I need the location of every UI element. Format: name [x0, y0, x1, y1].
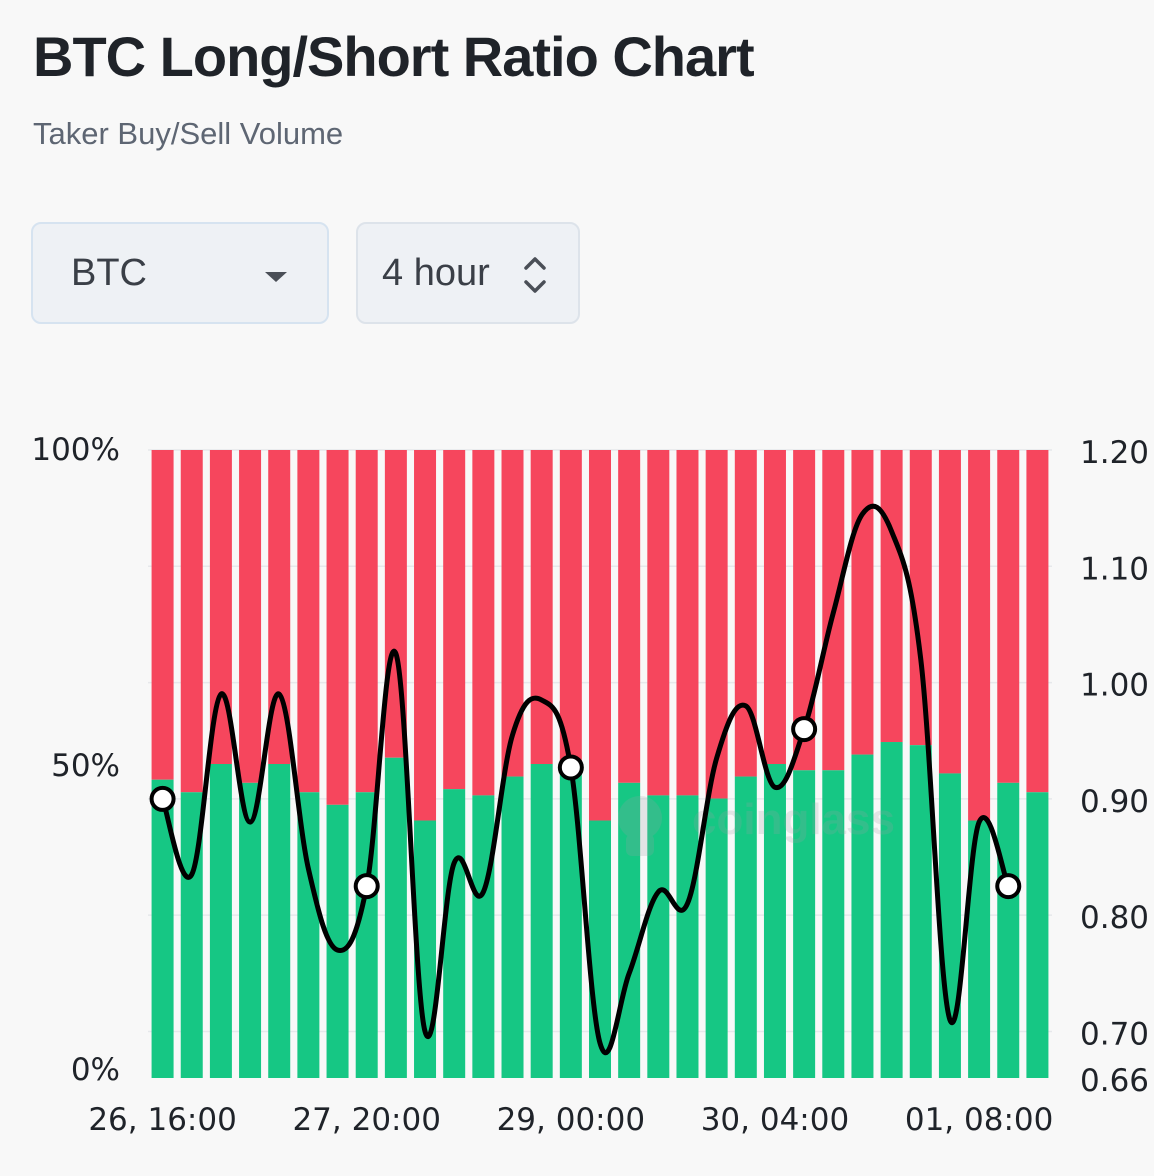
right-tick-label: 1.00: [1080, 668, 1149, 704]
watermark-text: coinglass: [692, 795, 895, 844]
bars: [151, 450, 1049, 1078]
sell-bar: [793, 450, 816, 771]
sell-bar: [239, 450, 262, 783]
x-tick-label: 01, 08:00: [905, 1102, 1054, 1138]
sell-bar: [1026, 450, 1049, 793]
buy-bar: [501, 776, 524, 1078]
left-axis: 0% 50% 100%: [31, 432, 120, 1088]
buy-bar: [414, 820, 437, 1078]
page-title: BTC Long/Short Ratio Chart: [33, 25, 755, 88]
buy-bar: [705, 798, 728, 1078]
buy-bar: [530, 764, 553, 1078]
buy-bar: [1026, 792, 1049, 1078]
symbol-select[interactable]: BTC: [31, 222, 329, 324]
buy-bar: [472, 795, 495, 1078]
buy-bar: [793, 770, 816, 1078]
sell-bar: [997, 450, 1020, 783]
sell-bar: [151, 450, 174, 780]
sell-bar: [705, 450, 728, 799]
right-tick-label: 0.90: [1080, 784, 1149, 820]
left-tick-label: 50%: [51, 748, 120, 784]
left-tick-label: 100%: [31, 432, 120, 468]
sell-bar: [180, 450, 203, 793]
buy-bar: [822, 770, 845, 1078]
buy-bar: [151, 779, 174, 1078]
ratio-line-group: [149, 503, 1022, 1056]
x-tick-label: 30, 04:00: [701, 1102, 850, 1138]
right-tick-label: 0.66: [1080, 1063, 1149, 1099]
buy-bar: [763, 764, 786, 1078]
buy-bar: [968, 820, 991, 1078]
buy-bar: [239, 782, 262, 1078]
sell-bar: [209, 450, 232, 764]
caret-down-icon: [265, 272, 287, 282]
buy-bar: [268, 764, 291, 1078]
sell-bar: [763, 450, 786, 764]
sell-bar: [268, 450, 291, 764]
sell-bar: [589, 450, 611, 821]
ratio-point: [791, 716, 818, 743]
sell-bar: [909, 450, 932, 746]
sell-bar: [355, 450, 378, 793]
ratio-point: [353, 873, 380, 900]
interval-select[interactable]: 4 hour: [356, 222, 580, 324]
x-tick-label: 26, 16:00: [88, 1102, 237, 1138]
ratio-point: [149, 785, 176, 812]
sell-bar: [559, 450, 582, 768]
x-tick-label: 27, 20:00: [292, 1102, 441, 1138]
sell-bar: [676, 450, 699, 796]
buy-bar: [734, 776, 757, 1078]
right-axis: 0.66 0.70 0.80 0.90 1.00 1.10 1.20: [1080, 435, 1149, 1099]
buy-bar: [676, 795, 699, 1078]
page-subtitle: Taker Buy/Sell Volume: [33, 116, 344, 151]
right-tick-label: 1.10: [1080, 551, 1149, 587]
x-axis: 26, 16:00 27, 20:00 29, 00:00 30, 04:00 01, …: [88, 1102, 1053, 1138]
sell-bar: [938, 450, 961, 774]
buy-bar: [559, 767, 582, 1078]
sell-bar: [501, 450, 524, 777]
buy-bar: [909, 745, 932, 1078]
ratio-point: [557, 754, 584, 781]
updown-chevron-icon: [524, 257, 546, 293]
sell-bar: [530, 450, 553, 764]
sell-bar: [618, 450, 641, 783]
sell-bar: [297, 450, 320, 793]
symbol-select-value: BTC: [71, 251, 147, 294]
sell-bar: [414, 450, 437, 821]
left-tick-label: 0%: [71, 1052, 120, 1088]
buy-bar: [443, 789, 466, 1078]
buy-bar: [384, 757, 407, 1078]
sell-bar: [968, 450, 991, 821]
buy-bar: [997, 782, 1020, 1078]
sell-bar: [472, 450, 495, 796]
right-tick-label: 1.20: [1080, 435, 1149, 471]
buy-bar: [209, 764, 232, 1078]
sell-bar: [851, 450, 874, 755]
buy-bar: [326, 804, 349, 1078]
right-tick-label: 0.70: [1080, 1016, 1149, 1052]
long-short-ratio-chart: coinglass 0% 50% 100% 0.66 0.70 0.80 0.90 1.00…: [31, 432, 1149, 1138]
buy-bar: [880, 742, 903, 1078]
interval-select-value: 4 hour: [382, 251, 490, 294]
x-tick-label: 29, 00:00: [497, 1102, 646, 1138]
buy-bar: [647, 795, 670, 1078]
buy-bar: [938, 773, 961, 1078]
sell-bar: [880, 450, 903, 743]
sell-bar: [326, 450, 349, 805]
buy-bar: [851, 754, 874, 1078]
sell-bar: [734, 450, 757, 777]
right-tick-label: 0.80: [1080, 900, 1149, 936]
buy-bar: [297, 792, 320, 1078]
sell-bar: [443, 450, 466, 790]
buy-bar: [618, 782, 641, 1078]
sell-bar: [647, 450, 670, 796]
ratio-point: [995, 873, 1022, 900]
coinglass-watermark: coinglass: [618, 795, 895, 856]
